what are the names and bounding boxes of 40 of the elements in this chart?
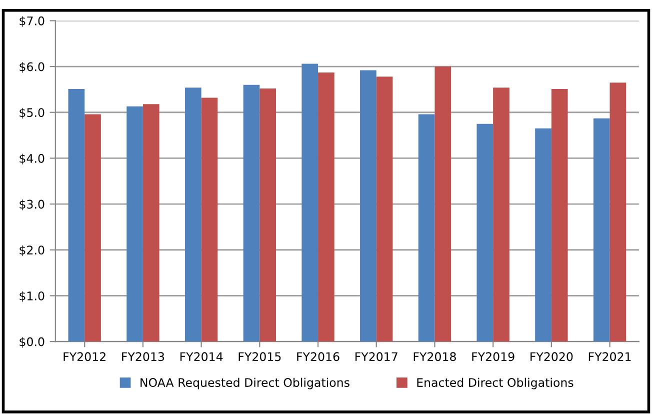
y-tick-label: $6.0 [20, 62, 44, 73]
legend-label: NOAA Requested Direct Obligations [140, 378, 350, 390]
bar [493, 88, 510, 342]
bar [142, 104, 160, 342]
x-tick-label: FY2016 [297, 352, 340, 362]
x-tick-label: FY2021 [588, 352, 631, 362]
bar [476, 124, 494, 342]
bar [243, 84, 260, 342]
legend-label: Enacted Direct Obligations [417, 378, 574, 390]
x-tick-label: FY2018 [414, 352, 456, 362]
bar [434, 66, 452, 342]
bar [593, 118, 610, 342]
bar [376, 76, 393, 342]
bar [260, 88, 276, 342]
y-tick-label: $5.0 [20, 108, 44, 119]
bar [551, 88, 568, 342]
y-tick-label: $1.0 [20, 291, 44, 302]
x-tick-label: FY2013 [122, 352, 164, 362]
bar [535, 128, 552, 342]
x-tick-label: FY2017 [356, 352, 398, 362]
x-tick-label: FY2020 [530, 352, 573, 362]
bar [318, 72, 334, 342]
x-tick-label: FY2015 [238, 352, 281, 362]
x-tick-label: FY2012 [64, 352, 106, 362]
y-tick-label: $0.0 [20, 337, 44, 348]
bar [302, 64, 318, 342]
bar [610, 82, 626, 342]
bar [418, 114, 435, 342]
x-tick-label: FY2014 [180, 352, 223, 362]
y-tick-label: $7.0 [20, 16, 44, 27]
y-tick-label: $4.0 [20, 154, 44, 164]
y-tick-label: $2.0 [20, 245, 44, 256]
bar [201, 98, 218, 342]
bar [360, 70, 376, 342]
bar [84, 114, 101, 342]
y-tick-label: $3.0 [20, 200, 44, 210]
bar [184, 88, 202, 342]
x-tick-label: FY2019 [472, 352, 514, 362]
bar [126, 106, 143, 342]
bar [68, 88, 85, 342]
